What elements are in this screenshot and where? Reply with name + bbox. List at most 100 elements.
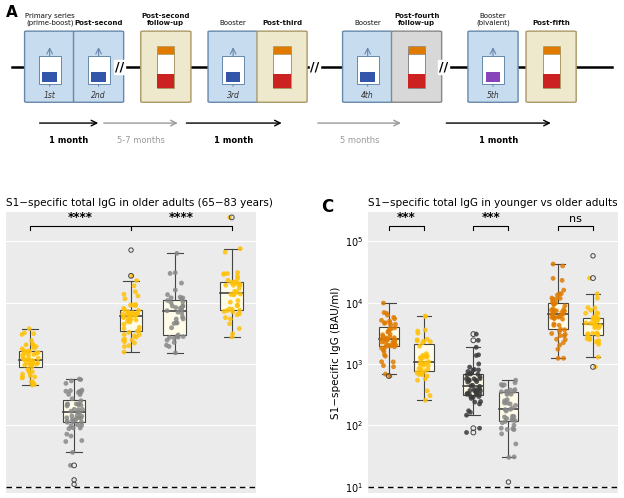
Text: Booster
(bivalent): Booster (bivalent) [476, 13, 510, 26]
Point [74, 400, 84, 408]
FancyBboxPatch shape [141, 31, 191, 102]
Point [178, 302, 188, 310]
Point [71, 400, 81, 408]
Point [33, 349, 43, 357]
Point [547, 330, 557, 338]
Point [500, 397, 510, 405]
Point [472, 377, 482, 385]
Point [593, 330, 603, 338]
Point [593, 339, 603, 347]
Point [581, 309, 591, 317]
Point [548, 295, 558, 303]
Point [232, 278, 241, 286]
Point [235, 310, 245, 318]
Point [549, 313, 559, 321]
Point [422, 372, 432, 380]
Point [62, 417, 72, 425]
Point [30, 373, 40, 381]
Point [119, 325, 129, 333]
Point [220, 314, 230, 322]
Point [547, 294, 557, 302]
Point [472, 389, 482, 397]
Point [386, 321, 396, 329]
Point [417, 369, 427, 377]
Point [509, 412, 519, 420]
Point [27, 363, 37, 371]
Point [553, 345, 563, 353]
Text: 1st: 1st [44, 91, 56, 100]
Text: S1−specific total IgG in older adults (65−83 years): S1−specific total IgG in older adults (6… [6, 198, 273, 208]
Point [377, 338, 387, 346]
Point [29, 344, 39, 352]
Point [593, 316, 603, 324]
Point [507, 416, 517, 424]
Point [26, 377, 36, 385]
Point [416, 365, 426, 373]
Point [464, 376, 474, 384]
Point [471, 352, 481, 360]
Point [416, 354, 426, 362]
Point [417, 355, 427, 363]
Point [177, 305, 187, 313]
Point [547, 313, 557, 321]
Point [590, 324, 600, 332]
Bar [379, 327, 399, 346]
FancyBboxPatch shape [74, 31, 124, 102]
Point [177, 309, 187, 317]
Point [556, 290, 566, 298]
Point [235, 306, 245, 314]
Point [382, 336, 392, 344]
Point [389, 336, 399, 344]
Point [130, 339, 140, 347]
Point [475, 385, 485, 393]
Point [29, 351, 39, 359]
Text: Post-third: Post-third [262, 20, 302, 26]
Point [585, 319, 595, 327]
Point [590, 304, 600, 312]
Point [119, 304, 129, 312]
Bar [482, 56, 504, 84]
Point [471, 330, 481, 338]
Point [62, 418, 72, 426]
Point [62, 414, 72, 422]
Point [77, 386, 87, 394]
Point [421, 350, 431, 358]
Point [75, 390, 85, 398]
Point [165, 333, 175, 341]
Point [464, 407, 474, 415]
Point [419, 337, 429, 345]
Point [499, 413, 509, 421]
Point [552, 307, 562, 315]
Point [229, 290, 239, 298]
Point [69, 476, 79, 484]
Point [557, 276, 567, 284]
Point [126, 246, 136, 254]
Point [69, 481, 79, 489]
Point [588, 313, 598, 321]
Point [593, 353, 603, 361]
Point [470, 398, 480, 406]
Point [173, 308, 183, 316]
Text: 1 month: 1 month [49, 136, 89, 145]
Point [28, 359, 38, 367]
Point [426, 338, 436, 346]
Point [130, 332, 140, 340]
Point [225, 315, 235, 323]
Point [169, 334, 179, 342]
Point [125, 311, 135, 319]
Point [66, 377, 76, 385]
Point [593, 324, 603, 332]
Point [425, 391, 435, 399]
Bar [408, 74, 425, 88]
Point [122, 310, 132, 318]
Point [69, 405, 79, 413]
Point [466, 394, 476, 402]
Point [507, 412, 517, 420]
Point [130, 288, 140, 296]
Point [389, 339, 399, 347]
Point [416, 360, 426, 368]
Point [19, 350, 29, 358]
Point [132, 276, 142, 284]
Point [170, 349, 180, 357]
Text: C: C [321, 198, 333, 216]
